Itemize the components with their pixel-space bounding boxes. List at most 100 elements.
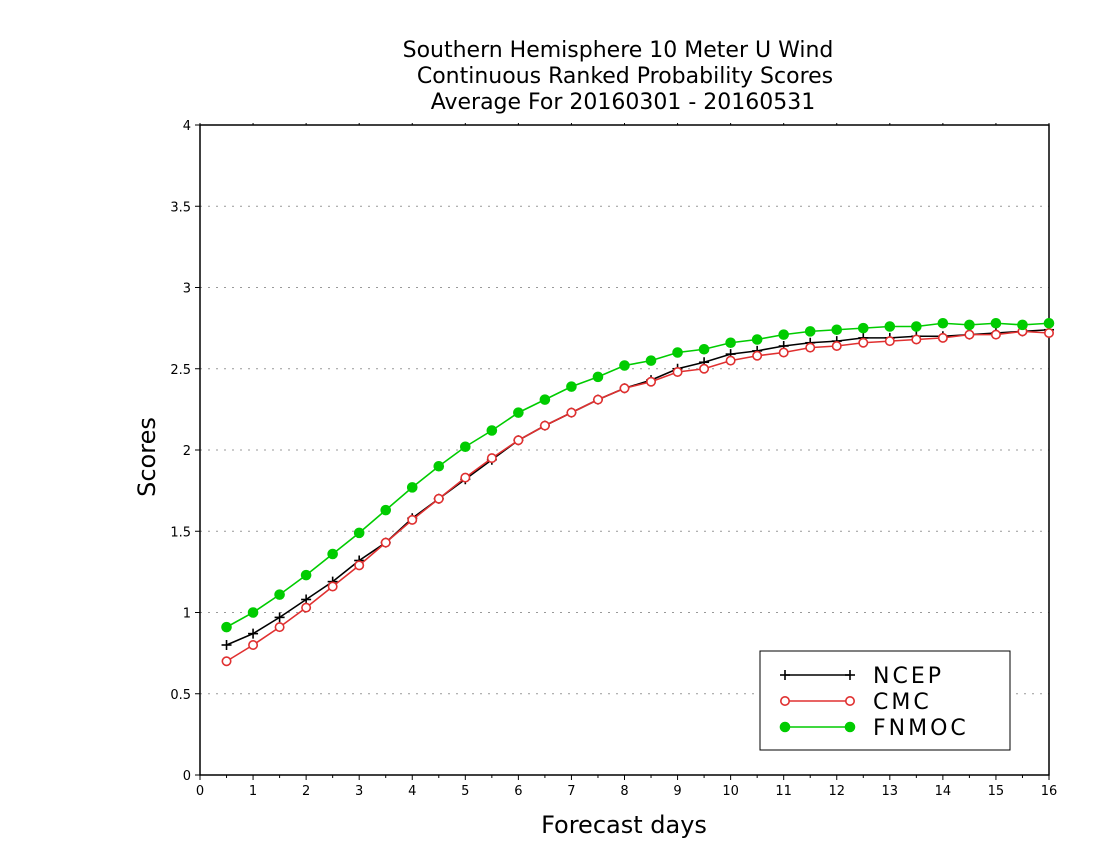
data-point-fnmoc <box>778 329 789 340</box>
data-point-cmc <box>301 602 312 613</box>
series-line-ncep <box>226 328 1050 646</box>
x-tick-label: 3 <box>355 784 363 799</box>
y-axis-label: Scores <box>133 417 161 497</box>
data-point-cmc <box>460 472 471 483</box>
data-point-cmc <box>539 420 550 431</box>
legend-marker-cmc <box>779 695 790 706</box>
series-fnmoc <box>221 317 1055 633</box>
y-tick-label: 1 <box>183 607 191 622</box>
x-tick-label: 9 <box>673 784 681 799</box>
data-point-fnmoc <box>990 317 1002 329</box>
title-line-1: Southern Hemisphere 10 Meter U Wind <box>403 38 834 63</box>
data-point-cmc <box>433 493 444 504</box>
data-point-cmc <box>327 581 338 592</box>
x-tick-label: 16 <box>1041 784 1058 799</box>
data-point-fnmoc <box>1043 317 1055 329</box>
y-tick-label: 2.5 <box>170 363 191 378</box>
data-point-cmc <box>884 336 895 347</box>
data-point-cmc <box>805 342 816 353</box>
data-point-fnmoc <box>672 347 683 358</box>
x-axis: 0 1 2 3 4 5 6 7 8 9 10 11 12 13 14 15 16 <box>196 123 1057 799</box>
x-tick-label: 1 <box>249 784 257 799</box>
data-point-cmc <box>248 639 259 650</box>
data-point-cmc <box>937 332 948 343</box>
data-point-cmc <box>513 435 524 446</box>
legend-item-cmc: CMC <box>779 690 929 715</box>
data-point-fnmoc <box>725 337 736 349</box>
data-point-fnmoc <box>433 460 445 472</box>
data-point-fnmoc <box>353 527 365 539</box>
legend-marker-fnmoc <box>779 721 791 733</box>
legend-marker-ncep <box>780 670 790 680</box>
legend-item-fnmoc: FNMOC <box>779 716 966 741</box>
y-tick-label: 3 <box>183 282 191 297</box>
data-point-fnmoc <box>857 322 869 334</box>
data-point-cmc <box>699 363 710 374</box>
data-point-fnmoc <box>247 607 259 618</box>
data-point-cmc <box>354 560 365 571</box>
x-tick-label: 11 <box>775 784 792 799</box>
data-point-cmc <box>380 537 391 548</box>
x-tick-label: 5 <box>461 784 469 799</box>
data-point-fnmoc <box>380 504 392 516</box>
series-cmc <box>221 326 1055 667</box>
data-point-fnmoc <box>937 317 949 329</box>
legend-marker-fnmoc <box>844 721 856 733</box>
data-point-cmc <box>619 383 630 394</box>
chart-title: Southern Hemisphere 10 Meter U Wind Cont… <box>403 38 834 115</box>
y-tick-label: 1.5 <box>170 525 191 540</box>
x-tick-label: 13 <box>882 784 899 799</box>
data-point-fnmoc <box>513 407 524 418</box>
x-tick-label: 10 <box>722 784 739 799</box>
gridlines <box>200 205 1049 695</box>
data-point-cmc <box>221 656 232 667</box>
data-point-fnmoc <box>911 321 922 332</box>
data-point-fnmoc <box>1017 319 1028 331</box>
data-point-cmc <box>831 340 842 351</box>
x-tick-label: 14 <box>935 784 952 799</box>
data-point-fnmoc <box>486 425 498 436</box>
data-point-fnmoc <box>645 355 657 366</box>
series-line-cmc <box>226 330 1050 662</box>
legend-marker-cmc <box>844 695 855 706</box>
data-point-cmc <box>274 622 285 633</box>
data-point-cmc <box>778 347 789 358</box>
y-axis: 0 0.5 1 1.5 2 2.5 3 3.5 4 <box>170 119 200 784</box>
data-point-cmc <box>725 355 736 366</box>
data-point-cmc <box>752 350 763 361</box>
x-tick-label: 0 <box>196 784 204 799</box>
data-point-cmc <box>964 329 975 340</box>
x-tick-label: 12 <box>828 784 845 799</box>
data-point-fnmoc <box>964 319 975 331</box>
x-tick-label: 15 <box>988 784 1005 799</box>
data-point-fnmoc <box>619 360 630 371</box>
data-point-ncep <box>248 628 259 639</box>
x-tick-label: 2 <box>302 784 310 799</box>
x-tick-label: 6 <box>514 784 522 799</box>
y-tick-label: 0.5 <box>170 688 191 703</box>
data-point-cmc <box>1044 327 1055 338</box>
y-tick-label: 2 <box>183 444 191 459</box>
data-point-fnmoc <box>831 324 843 336</box>
data-point-fnmoc <box>884 321 896 332</box>
data-point-fnmoc <box>698 343 710 355</box>
data-point-ncep <box>221 640 232 650</box>
legend-marker-ncep <box>845 670 855 680</box>
title-line-3: Average For 20160301 - 20160531 <box>431 90 816 115</box>
data-point-cmc <box>858 337 869 348</box>
data-point-fnmoc <box>460 441 471 453</box>
series-ncep <box>221 324 1054 650</box>
series-layer <box>221 317 1055 667</box>
legend-label-ncep: NCEP <box>873 664 944 689</box>
title-line-2: Continuous Ranked Probability Scores <box>417 64 833 89</box>
x-tick-label: 7 <box>567 784 575 799</box>
data-point-cmc <box>672 366 683 377</box>
legend-item-ncep: NCEP <box>780 664 944 689</box>
data-point-fnmoc <box>539 394 551 405</box>
series-line-fnmoc <box>226 322 1050 628</box>
data-point-fnmoc <box>221 621 232 633</box>
data-point-fnmoc <box>804 326 816 337</box>
data-point-fnmoc <box>274 589 285 600</box>
